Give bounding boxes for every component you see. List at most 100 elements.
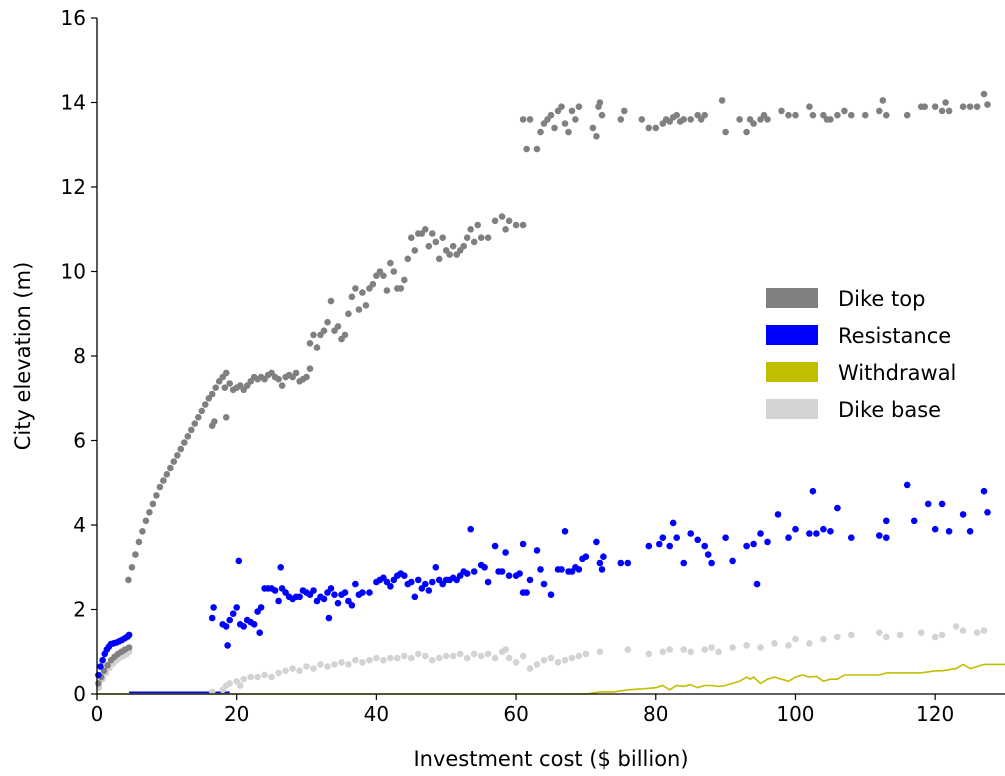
resistance-point — [617, 559, 625, 567]
resistance-point — [598, 566, 606, 573]
dike-top-point — [505, 217, 513, 225]
dike-base-point — [792, 635, 799, 643]
y-axis-label: City elevation (m) — [11, 262, 35, 451]
dike-top-point — [125, 644, 133, 651]
dike-base-point — [261, 671, 268, 679]
resistance-point — [547, 591, 555, 598]
dike-base-point — [540, 656, 548, 664]
resistance-point — [498, 568, 506, 575]
dike-top-point — [306, 340, 314, 347]
dike-top-point — [163, 471, 171, 478]
dike-top-point — [589, 124, 597, 132]
dike-base-point — [240, 675, 247, 683]
withdrawal-line — [97, 663, 1005, 695]
dike-base-point — [275, 669, 282, 677]
dike-top-point — [327, 297, 335, 305]
dike-top-point — [212, 384, 219, 392]
ticks: 0 20 40 60 80 100 120 0 2 4 6 8 10 12 14 16 — [61, 6, 955, 726]
dike-top-point — [959, 103, 967, 110]
dike-base-point — [547, 654, 555, 662]
resistance-point — [415, 576, 422, 584]
x-tick-label: 20 — [224, 702, 249, 726]
x-tick-label: 80 — [643, 702, 668, 726]
resistance-point — [806, 530, 813, 537]
resistance-point — [704, 551, 712, 558]
dike-top-point — [687, 116, 694, 123]
resistance-point — [229, 610, 237, 617]
dike-base-point — [980, 627, 988, 634]
resistance-point — [785, 534, 792, 541]
resistance-point — [980, 487, 988, 495]
y-tick-label: 12 — [61, 175, 86, 199]
resistance-point — [645, 542, 653, 550]
resistance-point — [910, 517, 918, 525]
dike-base-point — [568, 654, 576, 662]
resistance-point — [387, 583, 394, 590]
resistance-point — [233, 604, 240, 611]
resistance-point — [593, 538, 600, 546]
resistance-point — [425, 587, 433, 594]
dike-base-point — [952, 623, 960, 630]
resistance-point — [883, 517, 890, 525]
dike-base-point — [401, 652, 408, 660]
dike-top-point — [638, 116, 646, 123]
resistance-point — [809, 487, 817, 495]
y-tick-label: 2 — [73, 598, 86, 622]
dike-top-point — [222, 369, 230, 377]
dike-top-point — [722, 128, 729, 136]
dike-top-point — [401, 276, 408, 284]
dike-base-point — [415, 650, 422, 658]
dike-top-point — [362, 302, 370, 309]
resistance-point — [210, 604, 217, 611]
resistance-point — [334, 599, 342, 607]
y-tick-label: 10 — [61, 260, 86, 284]
dike-top-point — [862, 111, 869, 119]
dike-top-point — [334, 323, 342, 330]
dike-top-point — [931, 103, 939, 110]
dike-top-point — [523, 145, 530, 153]
dike-base-point — [820, 635, 827, 643]
dike-base-point — [561, 656, 569, 664]
resistance-point — [463, 570, 471, 577]
resistance-point — [226, 616, 233, 624]
dike-top-point — [743, 128, 750, 136]
dike-base-point — [715, 648, 722, 656]
dike-base-point — [345, 661, 352, 668]
dike-base-point — [254, 673, 261, 681]
resistance-point — [774, 511, 782, 518]
dike-base-point — [282, 667, 289, 675]
resistance-point — [931, 525, 939, 533]
dike-base-point — [526, 665, 534, 672]
dike-top-point — [477, 234, 485, 241]
dike-top-point — [184, 433, 192, 440]
resistance-point — [959, 511, 967, 518]
dike-base-point — [491, 654, 499, 662]
resistance-point — [659, 534, 667, 541]
legend-label-resistance: Resistance — [838, 324, 951, 348]
dike-top-point — [359, 289, 366, 296]
dike-top-point — [519, 221, 527, 229]
resistance-point — [208, 614, 216, 622]
dike-base-point — [512, 659, 520, 666]
dike-base-point — [463, 654, 471, 662]
dike-top-point — [95, 680, 102, 687]
dike-base-point — [324, 663, 331, 670]
dike-base-point — [666, 646, 673, 653]
plot-area — [95, 90, 1005, 696]
resistance-point — [701, 542, 708, 550]
dike-top-point — [211, 418, 218, 425]
resistance-point — [484, 578, 492, 586]
dike-base-point — [938, 631, 946, 639]
dike-base-point — [575, 652, 583, 660]
dike-top-point — [181, 439, 188, 446]
resistance-point — [348, 602, 356, 609]
x-tick-label: 100 — [776, 702, 814, 726]
dike-top-point — [310, 331, 317, 339]
dike-base-point — [848, 631, 855, 639]
dike-top-point — [221, 384, 229, 392]
dike-top-point — [841, 107, 848, 115]
dike-base-point — [477, 652, 485, 660]
dike-base-point — [296, 667, 303, 675]
resistance-point — [582, 553, 590, 560]
dike-top-point — [617, 116, 625, 123]
